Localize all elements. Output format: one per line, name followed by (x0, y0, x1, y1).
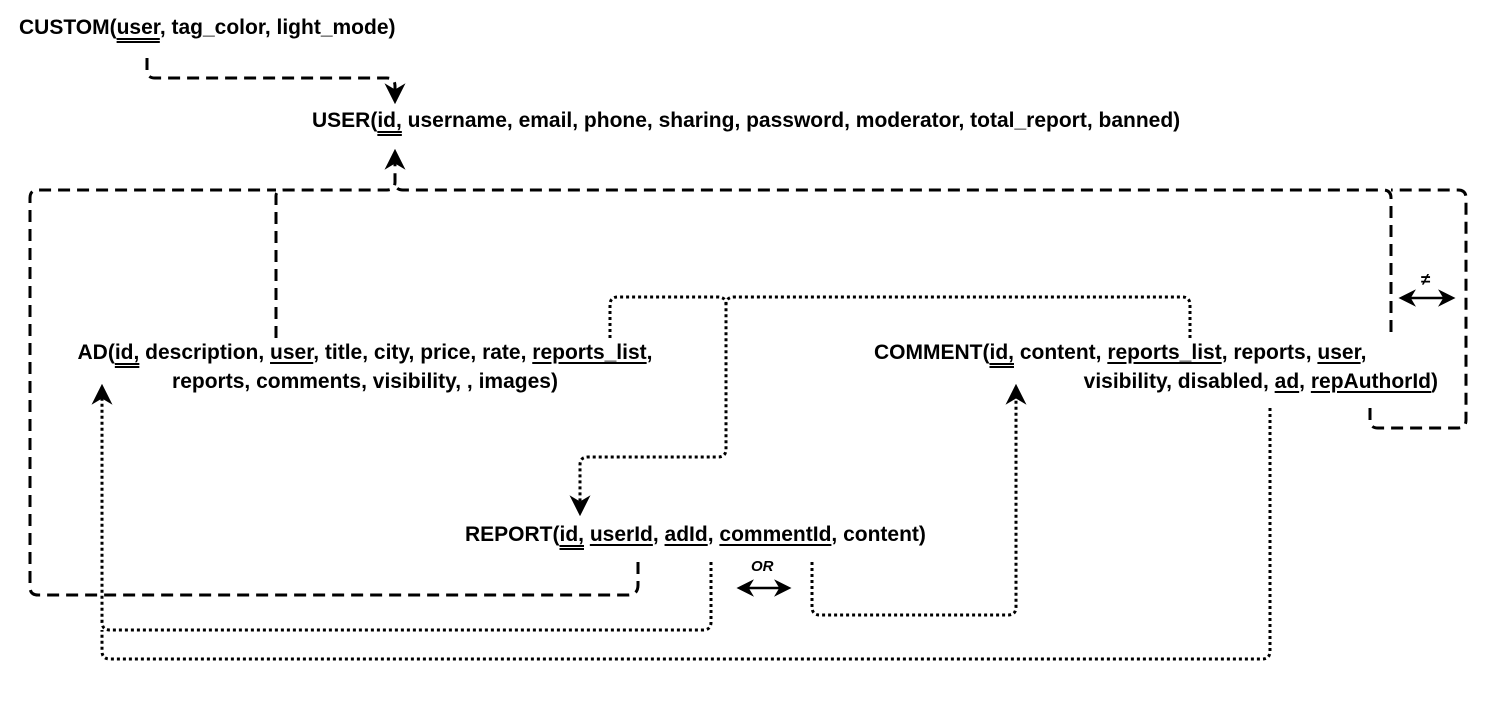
not-equal-annotation: ≠ (1421, 270, 1431, 289)
report-ad-foreign-key: adId (664, 523, 708, 546)
custom-primary-key: user (116, 16, 160, 39)
custom-relation-name: CUSTOM( (19, 16, 117, 39)
comment-user-to-user-connector (393, 181, 1393, 332)
comment-attributes-line-2-sep: , (1299, 370, 1311, 393)
report-attributes-rest: , content) (831, 523, 926, 546)
comment-reports-to-report-connector (724, 295, 1192, 338)
comment-relation-name: COMMENT( (874, 341, 990, 364)
ad-relation: AD(id, description, user, title, city, p… (46, 338, 684, 396)
comment-user-foreign-key: user (1317, 341, 1361, 364)
comment-line-2: visibility, disabled, ad, repAuthorId) (874, 367, 1438, 396)
report-comment-to-comment-connector (810, 383, 1027, 617)
comment-ad-to-ad-connector (100, 408, 1272, 661)
custom-attributes: , tag_color, light_mode) (159, 16, 396, 39)
user-relation-name: USER( (312, 109, 378, 132)
ad-user-to-user-connector (274, 148, 406, 338)
ad-attributes-line-2: reports, comments, visibility, , images) (172, 370, 558, 393)
comment-author-foreign-key: repAuthorId (1310, 370, 1431, 393)
comment-reports-list-foreign-key: reports_list (1107, 341, 1222, 364)
comment-attributes-line-2: visibility, disabled, (1083, 370, 1275, 393)
report-relation: REPORT(id, userId, adId, commentId, cont… (465, 520, 926, 549)
ad-line-2: reports, comments, visibility, , images) (46, 367, 684, 396)
comment-relation: COMMENT(id, content, reports_list, repor… (874, 338, 1438, 396)
ad-reports-list-foreign-key: reports_list (532, 341, 647, 364)
report-relation-name: REPORT( (465, 523, 560, 546)
ad-primary-key: id, (114, 341, 140, 364)
comment-attributes-3: , (1360, 341, 1367, 364)
user-relation: USER(id, username, email, phone, sharing… (312, 106, 1180, 135)
ad-line-1: AD(id, description, user, title, city, p… (46, 338, 684, 367)
or-annotation: OR (751, 558, 774, 575)
comment-line-1: COMMENT(id, content, reports_list, repor… (874, 338, 1438, 367)
comment-attributes-1: content, (1013, 341, 1108, 364)
comment-ad-foreign-key: ad (1274, 370, 1300, 393)
report-attributes-2: , (652, 523, 665, 546)
ad-attributes-1: description, (139, 341, 271, 364)
ad-attributes-3: , (646, 341, 653, 364)
report-attributes-3: , (707, 523, 720, 546)
user-primary-key: id, (377, 109, 402, 132)
ad-user-foreign-key: user (270, 341, 314, 364)
report-comment-foreign-key: commentId (719, 523, 832, 546)
ad-reports-to-report-connector (569, 295, 728, 517)
ad-relation-name: AD( (77, 341, 115, 364)
comment-attributes-2: , reports, (1221, 341, 1318, 364)
report-ad-to-ad-connector (91, 383, 713, 632)
report-primary-key: id, (559, 523, 585, 546)
custom-relation: CUSTOM(user, tag_color, light_mode) (19, 13, 396, 42)
user-attributes: username, email, phone, sharing, passwor… (401, 109, 1181, 132)
report-user-to-user-connector (28, 188, 640, 597)
ad-attributes-2: , title, city, price, rate, (313, 341, 533, 364)
comment-primary-key: id, (989, 341, 1014, 364)
custom-to-user-connector (145, 58, 406, 105)
comment-attributes-line-2-end: ) (1431, 370, 1438, 393)
comment-author-to-user-connector (1368, 188, 1468, 430)
report-user-foreign-key: userId (589, 523, 653, 546)
